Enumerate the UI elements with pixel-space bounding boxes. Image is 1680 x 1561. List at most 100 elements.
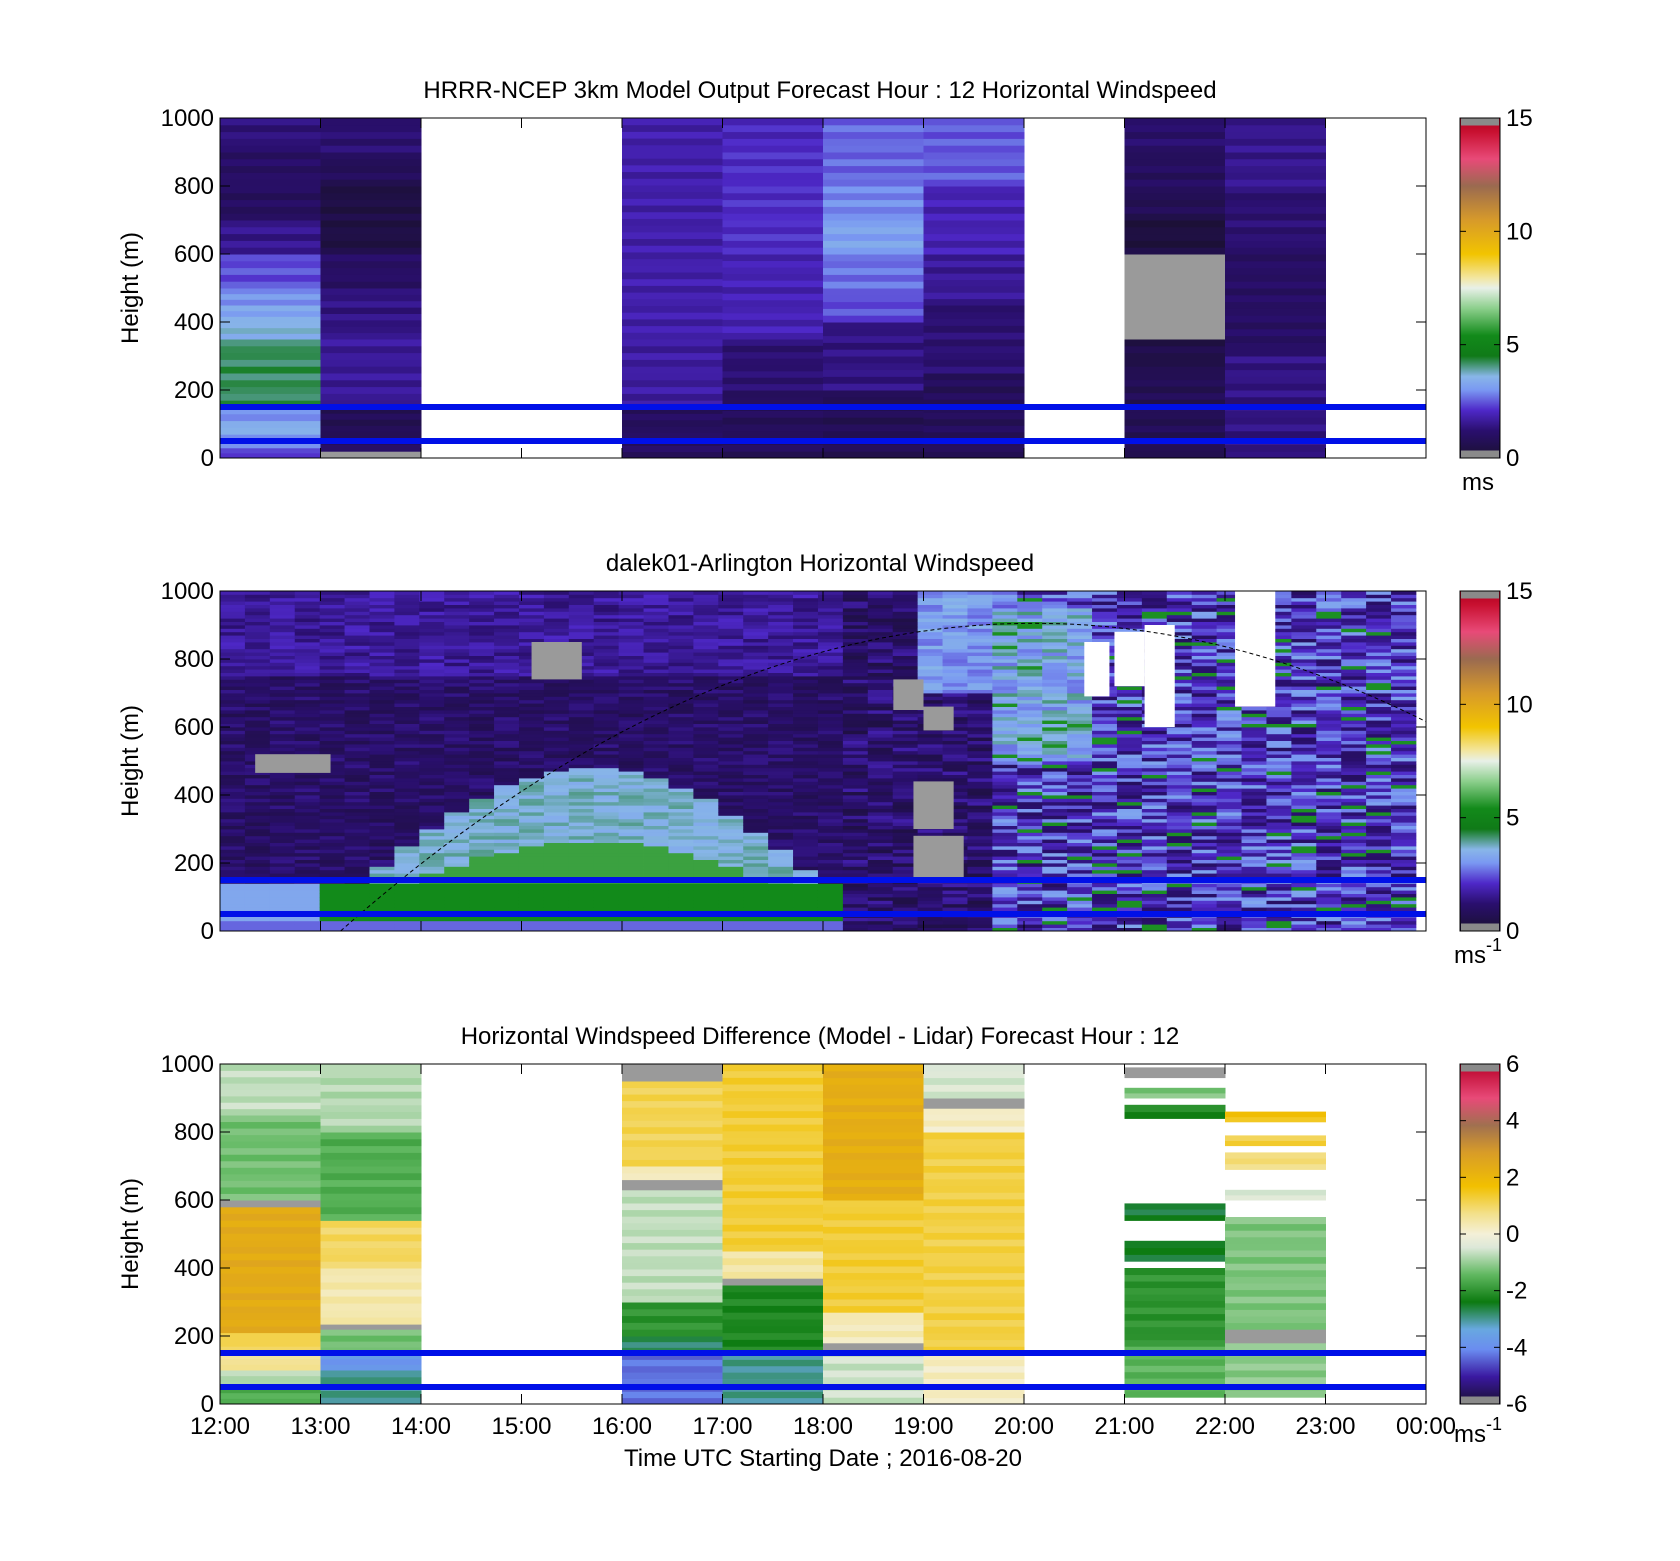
heatmap-cell [1116, 608, 1143, 612]
heatmap-cell [1116, 754, 1143, 758]
heatmap-cell [419, 815, 445, 820]
heatmap-cell [892, 669, 919, 673]
heatmap-cell [817, 771, 844, 775]
heatmap-cell [992, 852, 1018, 857]
heatmap-cell [942, 812, 968, 816]
heatmap-cell [543, 818, 570, 823]
heatmap-cell [444, 818, 470, 823]
heatmap-cell [622, 393, 723, 401]
heatmap-cell [1191, 863, 1218, 867]
heatmap-cell [842, 784, 869, 789]
heatmap-cell [768, 832, 794, 837]
heatmap-cell [668, 893, 694, 898]
heatmap-cell [1124, 352, 1226, 360]
heatmap-cell [1166, 710, 1193, 714]
heatmap-cell [942, 890, 968, 894]
heatmap-cell [817, 706, 844, 711]
heatmap-cell [220, 594, 246, 599]
heatmap-cell [1241, 869, 1267, 874]
heatmap-cell [1067, 689, 1093, 694]
heatmap-cell [394, 825, 420, 830]
heatmap-cell [1092, 716, 1118, 721]
heatmap-cell [1216, 614, 1242, 619]
heatmap-cell [319, 696, 345, 701]
heatmap-cell [220, 591, 246, 595]
heatmap-cell [1266, 863, 1292, 867]
heatmap-cell [1141, 890, 1168, 894]
heatmap-cell [269, 744, 296, 748]
heatmap-cell [419, 856, 445, 860]
heatmap-cell [1116, 869, 1143, 874]
heatmap-cell [992, 676, 1018, 680]
heatmap-cell [1017, 866, 1043, 871]
heatmap-cell [1042, 897, 1068, 901]
heatmap-cell [722, 118, 824, 126]
heatmap-cell [1116, 778, 1143, 782]
heatmap-cell [494, 737, 520, 741]
y-tick-label: 0 [201, 445, 214, 472]
heatmap-cell [269, 846, 296, 850]
heatmap-cell [1216, 597, 1242, 602]
heatmap-cell [319, 723, 345, 728]
heatmap-cell [1266, 764, 1292, 769]
heatmap-cell [867, 740, 894, 745]
heatmap-cell [1225, 220, 1326, 228]
heatmap-cell [917, 750, 943, 755]
heatmap-cell [444, 703, 470, 707]
heatmap-cell [1291, 730, 1317, 735]
heatmap-cell [319, 846, 345, 850]
heatmap-cell [718, 849, 744, 854]
heatmap-cell [444, 907, 470, 911]
heatmap-cell [1067, 869, 1093, 874]
heatmap-cell [244, 849, 271, 854]
heatmap-cell [1316, 866, 1342, 871]
heatmap-cell [942, 927, 968, 932]
heatmap-cell [917, 655, 943, 660]
heatmap-cell [518, 791, 545, 796]
heatmap-cell [319, 648, 345, 653]
heatmap-cell [923, 418, 1025, 426]
heatmap-cell [1141, 618, 1168, 622]
heatmap-cell [1166, 927, 1193, 932]
heatmap-cell [319, 863, 345, 867]
heatmap-cell [394, 737, 420, 741]
heatmap-cell [568, 757, 595, 762]
heatmap-cell [1191, 778, 1218, 782]
heatmap-cell [294, 648, 321, 653]
heatmap-cell [967, 686, 993, 690]
heatmap-cell [568, 812, 595, 816]
heatmap-cell [817, 903, 844, 908]
heatmap-cell [1291, 597, 1317, 602]
heatmap-cell [1166, 611, 1193, 616]
heatmap-cell [967, 713, 993, 718]
heatmap-cell [444, 801, 470, 806]
heatmap-cell [444, 747, 470, 752]
heatmap-cell [1067, 818, 1093, 823]
heatmap-cell [668, 614, 694, 619]
heatmap-cell [1067, 863, 1093, 867]
heatmap-cell [593, 897, 620, 901]
heatmap-cell [768, 808, 794, 813]
heatmap-cell [1225, 362, 1326, 371]
heatmap-cell [344, 886, 370, 891]
heatmap-cell [220, 260, 321, 269]
heatmap-cell [1124, 359, 1226, 367]
heatmap-cell [220, 723, 246, 728]
heatmap-cell [319, 778, 345, 782]
heatmap-cell [543, 778, 570, 782]
heatmap-cell [1124, 192, 1226, 201]
heatmap-cell [722, 199, 824, 207]
heatmap-cell [1042, 621, 1068, 626]
heatmap-cell [967, 832, 993, 837]
heatmap-cell [917, 832, 943, 837]
heatmap-cell [768, 839, 794, 843]
heatmap-cell [643, 856, 669, 860]
heatmap-cell [1291, 890, 1317, 894]
heatmap-cell [419, 625, 445, 629]
heatmap-cell [992, 812, 1018, 816]
heatmap-cell [1241, 757, 1267, 762]
heatmap-cell [494, 713, 520, 718]
heatmap-cell [543, 873, 570, 877]
heatmap-cell [1341, 897, 1367, 901]
heatmap-cell [1266, 635, 1292, 639]
